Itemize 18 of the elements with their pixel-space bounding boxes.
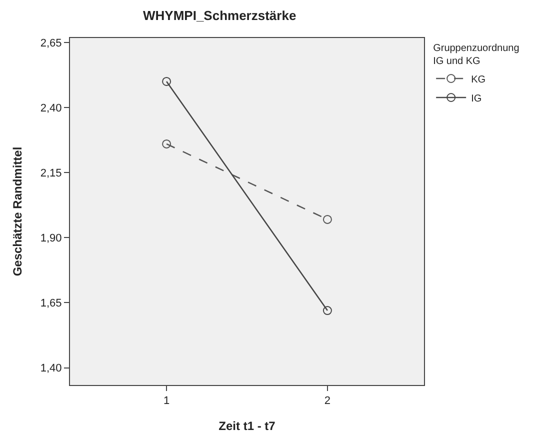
legend-title: Gruppenzuordnung IG und KG [433, 43, 520, 67]
legend-label: IG [471, 93, 482, 104]
chart-title: WHYMPI_Schmerzstärke [143, 8, 296, 24]
point [322, 306, 332, 316]
y-tick-label: 1,90 [40, 232, 62, 245]
y-tick-label: 2,15 [40, 167, 62, 180]
x-tick-label: 2 [324, 395, 331, 408]
x-tick-label: 1 [163, 395, 170, 408]
point [162, 76, 172, 86]
y-tick-label: 2,65 [40, 37, 62, 50]
point [162, 139, 172, 148]
y-axis-title: Geschätzte Randmittel [10, 146, 25, 276]
y-tick-label: 1,65 [40, 298, 62, 310]
x-axis-title: Zeit t1 - t7 [218, 419, 276, 434]
y-tick-label: 2,40 [40, 102, 62, 114]
legend-label: KG [471, 74, 486, 86]
point [322, 214, 332, 224]
y-tick-label: 1,40 [40, 362, 62, 375]
